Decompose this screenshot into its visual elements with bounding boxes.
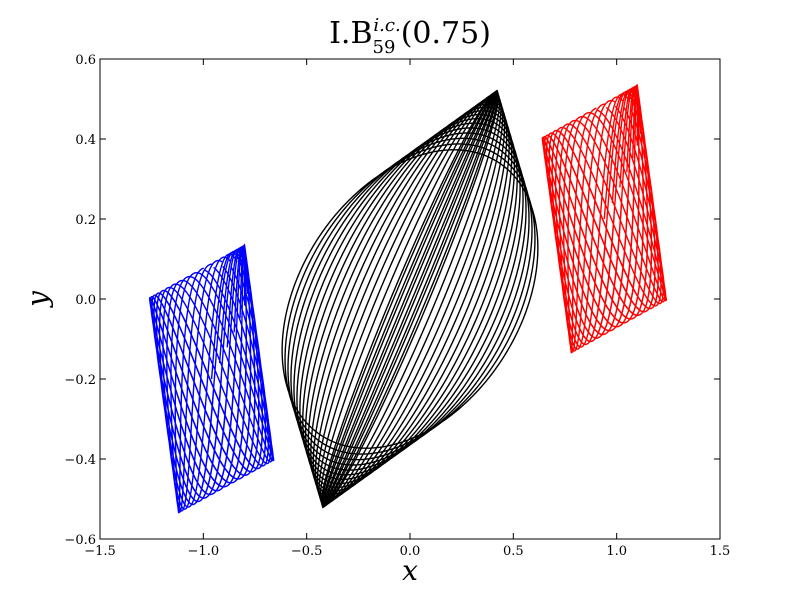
- y-tick-label: −0.4: [64, 453, 96, 468]
- x-tick-label: 1.5: [710, 544, 731, 559]
- x-axis-label: x: [402, 554, 418, 587]
- y-tick-label: 0.0: [75, 293, 96, 308]
- x-tick-label: 1.0: [606, 544, 627, 559]
- plot-frame: [99, 58, 721, 540]
- x-tick-label: 0.0: [400, 544, 421, 559]
- series-layer: [148, 83, 668, 514]
- y-tick-label: −0.6: [64, 533, 96, 548]
- orbit-black-series: [281, 89, 539, 509]
- chart-title-superscript: i.c.: [373, 15, 400, 36]
- y-tick-label: −0.2: [64, 373, 96, 388]
- chart-title-suffix: (0.75): [401, 16, 491, 51]
- tick-layer: −1.5 −1.0 −0.5 0.0 0.5 1.0 1.5 −0.6 −0.4 −0.2 0.0 0…: [64, 53, 730, 559]
- orbit-blue-series: [148, 243, 275, 514]
- y-tick-label: 0.4: [75, 133, 96, 148]
- y-tick-label: 0.6: [75, 53, 96, 68]
- chart-title-subscript: 59: [373, 37, 396, 58]
- y-tick-label: 0.2: [75, 213, 96, 228]
- chart-title: I.B59i.c.(0.75): [329, 15, 491, 58]
- x-tick-label: −1.5: [84, 544, 116, 559]
- x-tick-label: 0.5: [503, 544, 524, 559]
- orbit-red-series: [541, 83, 668, 354]
- chart-title-main: I.B: [329, 16, 372, 51]
- y-axis-label: y: [21, 290, 54, 309]
- x-tick-label: −0.5: [291, 544, 323, 559]
- x-tick-label: −1.0: [188, 544, 220, 559]
